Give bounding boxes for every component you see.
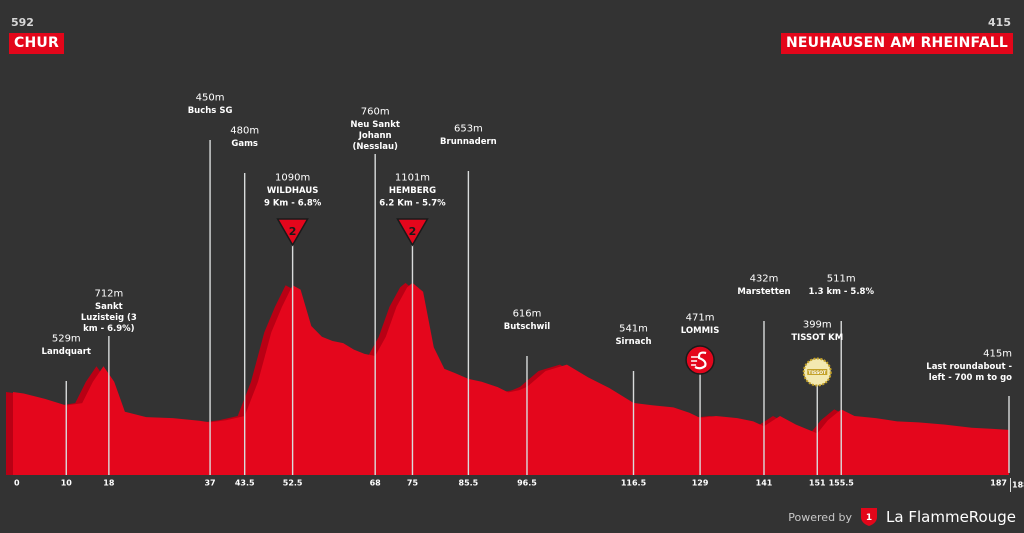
marker-elevation-label: 541m [619,323,648,334]
finish-elevation: 415 [988,16,1011,29]
brand-name: La FlammeRouge [886,508,1016,526]
marker-name-label: Landquart [42,347,91,357]
marker-elevation-label: 399m [803,319,832,330]
marker-name-label: Neu Sankt Johann (Nesslau) [350,120,400,152]
marker-name-label: WILDHAUS [267,186,318,196]
marker-name-label: Sankt Luzisteig (3 km - 6.9%) [81,302,137,334]
climb-category-label: 2 [409,225,417,238]
start-location-badge: CHUR [9,33,64,54]
start-elevation: 592 [11,16,34,29]
marker-elevation-label: 471m [686,312,715,323]
marker-elevation-label: 529m [52,333,81,344]
marker-name-label: Last roundabout -left - 700 m to go [926,362,1012,383]
km-tick-label: 85.5 [459,479,479,488]
marker-name-label: Gams [231,139,258,149]
climb-detail-label: 9 Km - 6.8% [264,199,322,209]
marker-elevation-label: 415m [983,348,1012,359]
marker-name-label: Butschwil [504,322,551,332]
sprint-icon [685,345,715,375]
km-tick-label: 10 [61,479,73,488]
marker-name-label: TISSOT KM [791,333,843,343]
km-tick-label: 151 [809,479,826,488]
marker-name-label: Marstetten [737,287,790,297]
marker-name-label: 1.3 km - 5.8% [808,287,874,297]
km-tick-label: 0 [14,479,20,488]
km-tick-label: 18 [103,479,115,488]
sprint-speed-lines-icon [691,356,699,366]
marker-name-label: Buchs SG [188,106,233,116]
elevation-area [13,282,1009,475]
la-flamme-rouge-logo-icon: 1 [861,508,878,526]
bonus-badge-text: TISSOT [808,370,827,376]
km-tick-label: 141 [756,479,773,488]
marker-elevation-label: 432m [750,273,779,284]
climb-detail-label: 6.2 Km - 5.7% [379,199,446,209]
km-tick-label: 116.5 [621,479,647,488]
marker-name-label: Sirnach [615,337,651,347]
km-tick-label: 75 [407,479,419,488]
marker-elevation-label: 480m [230,125,259,136]
finish-location-badge: NEUHAUSEN AM RHEINFALL [780,33,1013,54]
marker-elevation-label: 712m [94,288,123,299]
km-tick-label: 68 [370,479,382,488]
marker-elevation-label: 511m [827,273,856,284]
km-tick-label: 96.5 [517,479,537,488]
marker-elevation-label: 616m [513,308,542,319]
climb-category-icon [396,218,429,247]
marker-name-label: HEMBERG [389,186,436,196]
powered-by: Powered by 1 La FlammeRouge [788,507,1016,527]
end-distance-label: 188 [1012,481,1024,490]
km-tick-label: 37 [204,479,215,488]
powered-by-text: Powered by [788,510,853,524]
marker-name-label: LOMMIS [681,326,720,336]
svg-text:1: 1 [866,513,872,523]
bonus-ribbon-icon [807,369,828,375]
marker-elevation-label: 760m [361,106,390,117]
marker-elevation-label: 1090m [275,172,310,183]
km-tick-label: 52.5 [283,479,303,488]
climb-category-icon [276,218,309,247]
marker-elevation-label: 450m [196,92,225,103]
km-tick-label: 129 [692,479,709,488]
marker-name-label: Brunnadern [440,137,497,147]
km-tick-label: 155.5 [829,479,855,488]
km-tick-label: 187 [990,479,1007,488]
marker-elevation-label: 1101m [395,172,430,183]
km-tick-label: 43.5 [235,479,255,488]
marker-elevation-label: 653m [454,123,483,134]
climb-category-label: 2 [289,225,297,238]
sprint-s-icon [694,351,707,370]
